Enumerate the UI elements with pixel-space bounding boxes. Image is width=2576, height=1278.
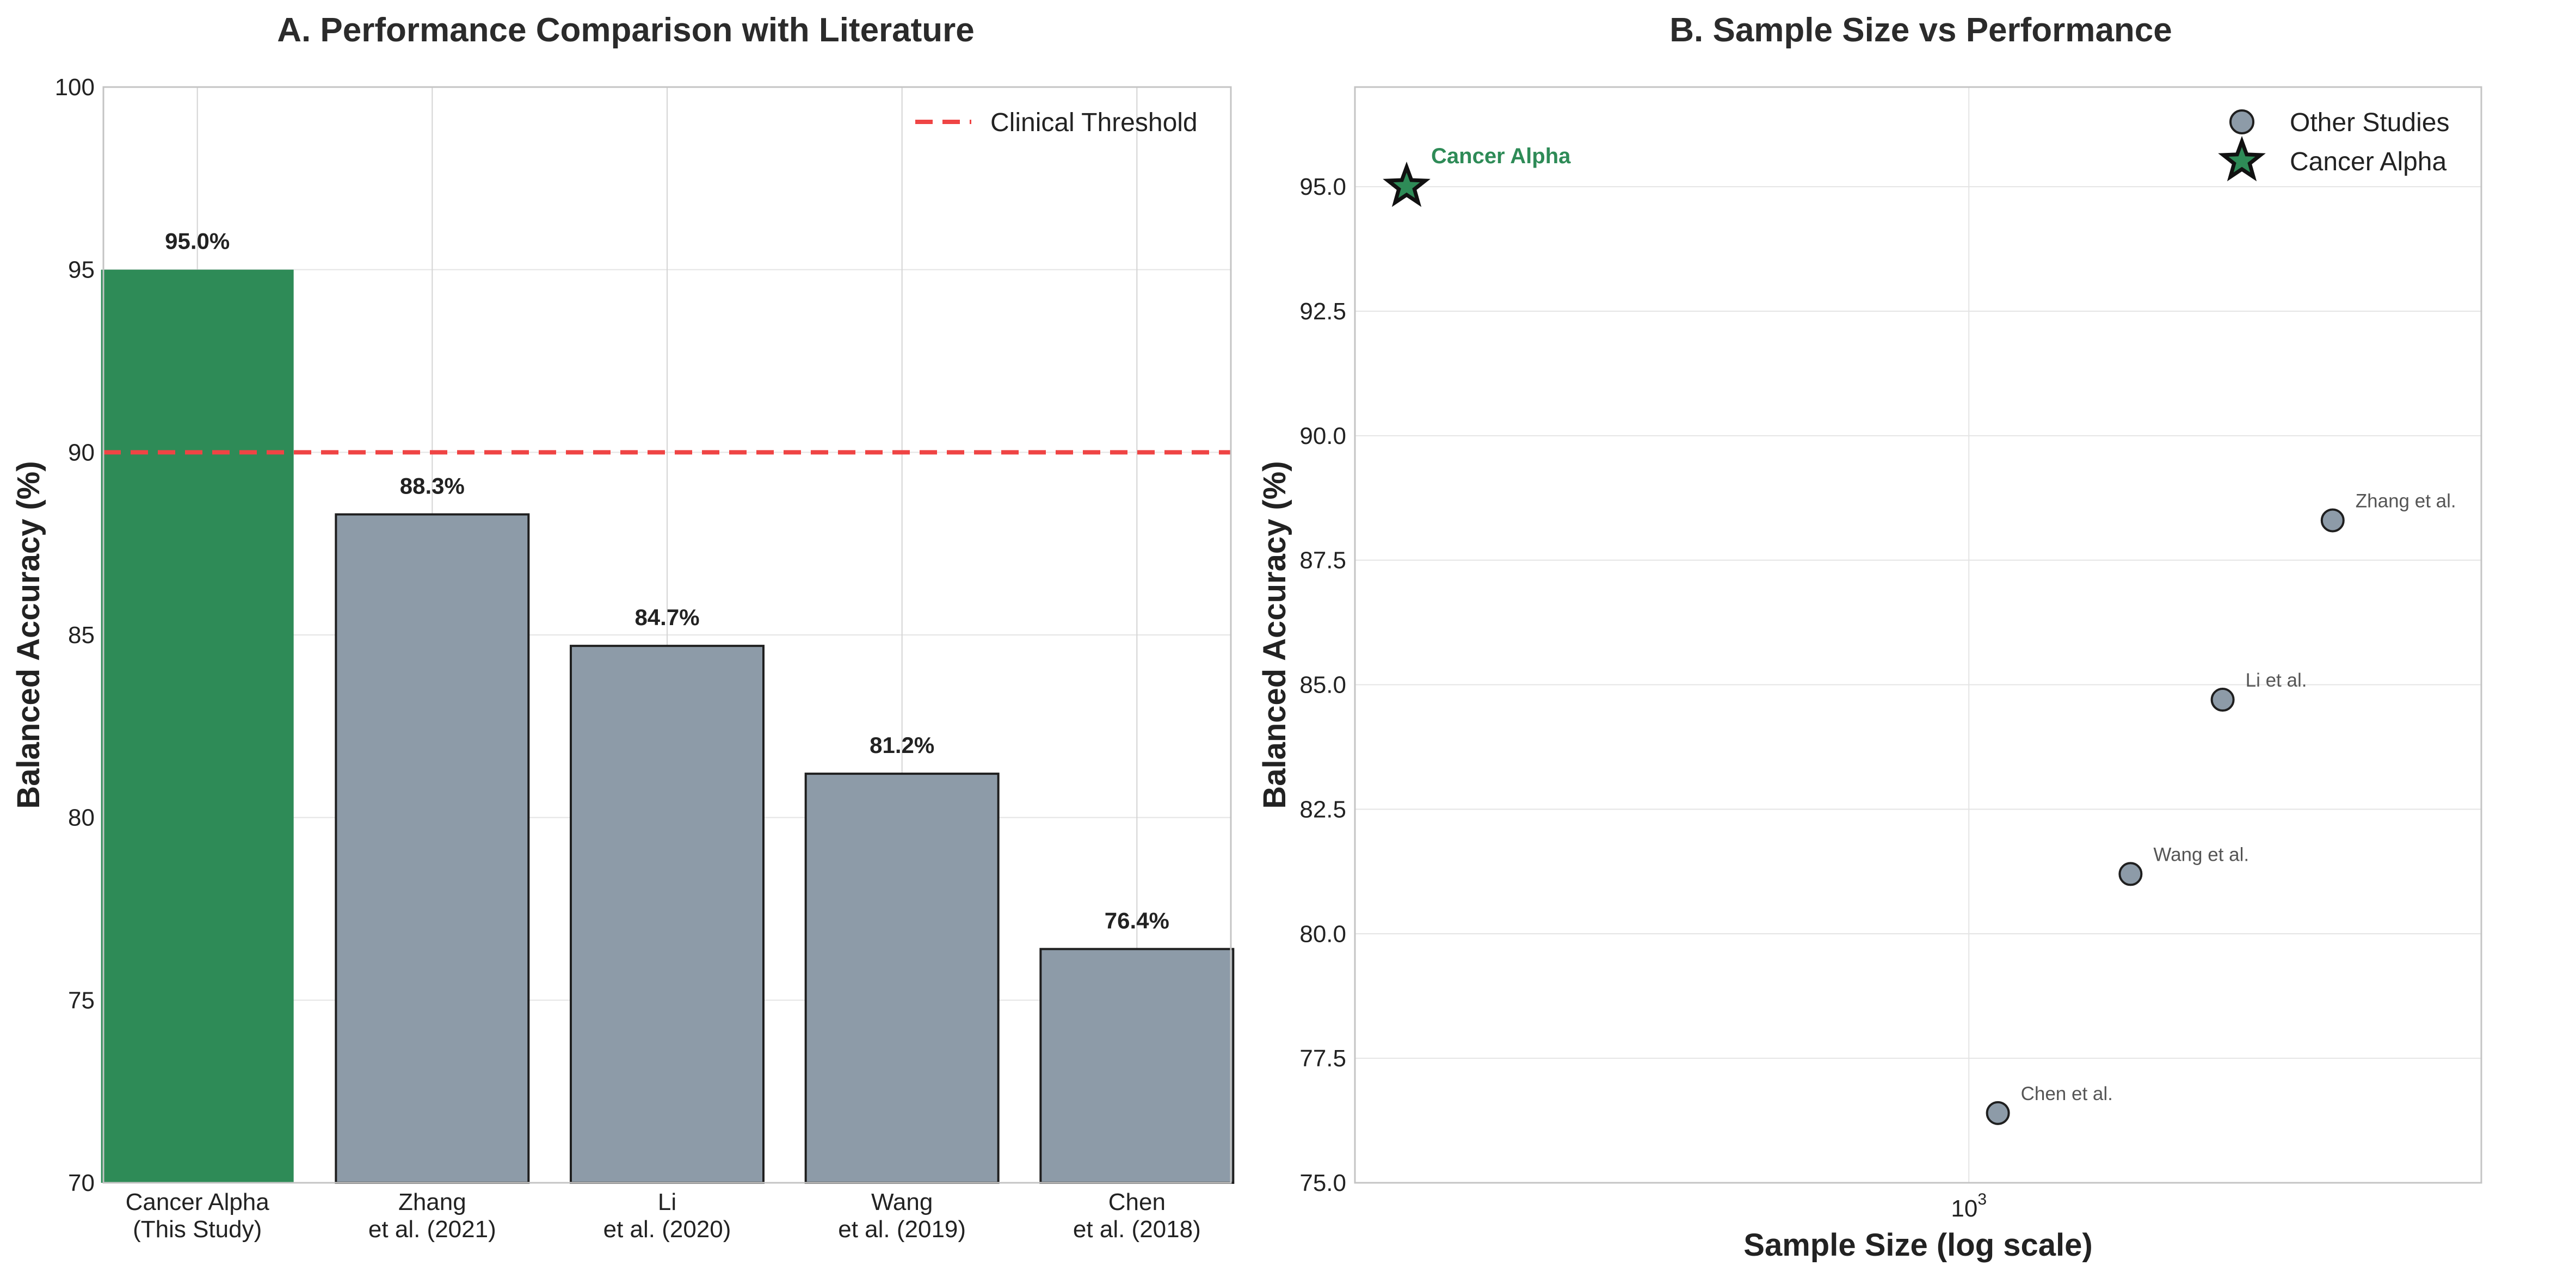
panel-a-value-labels: 95.0% 88.3% 84.7% 81.2% 76.4%	[165, 229, 1169, 934]
panel-a-bars	[101, 269, 1235, 1184]
panel-a-legend: Clinical Threshold	[915, 108, 1198, 137]
panel-b-y-tick: 95.0	[1299, 174, 1346, 200]
panel-a-bar-chart: A. Performance Comparison with Literatur…	[11, 11, 1235, 1243]
scatter-point-circle	[2210, 688, 2235, 712]
panel-b-scatter-chart: B. Sample Size vs Performance 75.0 77.5 80…	[1257, 11, 2482, 1263]
panel-b-frame	[1354, 86, 2482, 1184]
scatter-point-label: Chen et al.	[2021, 1083, 2113, 1104]
panel-a-x-tick: Chen et al. (2018)	[1073, 1189, 1201, 1243]
bar-4	[804, 773, 1000, 1184]
panel-b-y-tick: 77.5	[1299, 1045, 1346, 1072]
panel-a-y-tick: 95	[68, 257, 95, 283]
panel-b-legend: Other Studies Cancer Alpha	[2218, 108, 2449, 182]
panel-b-plot-area	[1355, 87, 2481, 1183]
panel-b-y-axis-label: Balanced Accuracy (%)	[1257, 461, 1292, 808]
legend-threshold-label: Clinical Threshold	[990, 108, 1198, 137]
panel-a-y-tick: 80	[68, 805, 95, 831]
panel-a-frame	[102, 86, 1232, 1184]
panel-a-y-tick: 70	[68, 1170, 95, 1196]
panel-a-y-tick: 100	[55, 74, 95, 101]
legend-star-swatch	[2218, 135, 2266, 182]
panel-b-x-axis-label: Sample Size (log scale)	[1743, 1227, 2092, 1263]
bar-value-label: 88.3%	[400, 473, 465, 498]
legend-series-label: Cancer Alpha	[2290, 147, 2446, 176]
scatter-point-star	[1383, 161, 1431, 207]
bar-2	[335, 513, 530, 1184]
panel-a-x-tick-labels: Cancer Alpha (This Study) Zhang et al. (202…	[126, 1189, 1201, 1243]
scatter-point-label: Cancer Alpha	[1431, 144, 1571, 168]
panel-a-x-tick: Cancer Alpha (This Study)	[126, 1189, 270, 1243]
scatter-point-circle	[1986, 1101, 2010, 1125]
panel-b-y-tick: 90.0	[1299, 423, 1346, 449]
panel-a-y-tick: 75	[68, 987, 95, 1014]
panel-b-y-tick: 80.0	[1299, 921, 1346, 947]
scatter-point-circle	[2118, 862, 2143, 886]
panel-a-y-tick: 90	[68, 439, 95, 466]
panel-a-x-tick: Wang et al. (2019)	[838, 1189, 966, 1243]
panel-b-y-tick-labels: 75.0 77.5 80.0 82.5 85.0 87.5 90.0 92.5 95.0	[1299, 174, 1346, 1196]
scatter-point-circle	[2320, 508, 2345, 533]
panel-b-y-tick: 82.5	[1299, 796, 1346, 823]
panel-b-points: Chen et al. Wang et al. Li et al. Zhang et …	[1383, 144, 2456, 1125]
bar-value-label: 81.2%	[870, 732, 934, 758]
scatter-point-label: Zhang et al.	[2356, 490, 2456, 511]
bar-3	[570, 645, 765, 1184]
panel-b-title: B. Sample Size vs Performance	[1669, 11, 2172, 49]
scatter-point-label: Li et al.	[2246, 670, 2307, 691]
panel-b-y-tick: 87.5	[1299, 547, 1346, 574]
panel-b-y-tick: 92.5	[1299, 298, 1346, 325]
panel-a-y-axis-label: Balanced Accuracy (%)	[11, 461, 46, 808]
bar-1	[101, 269, 294, 1183]
panel-a-x-tick: Zhang et al. (2021)	[368, 1189, 496, 1243]
panel-a-x-tick: Li et al. (2020)	[603, 1189, 731, 1243]
bar-value-label: 95.0%	[165, 229, 230, 254]
panel-a-y-tick: 85	[68, 622, 95, 649]
panel-a-title: A. Performance Comparison with Literatur…	[277, 11, 975, 49]
panel-b-y-tick: 85.0	[1299, 672, 1346, 699]
legend-series-label: Other Studies	[2290, 108, 2449, 137]
scatter-point-label: Wang et al.	[2153, 844, 2249, 865]
panel-b-x-tick-labels: 103	[1951, 1190, 1987, 1222]
bar-value-label: 76.4%	[1105, 907, 1169, 933]
bar-5	[1039, 948, 1235, 1184]
panel-b-y-tick: 75.0	[1299, 1170, 1346, 1196]
panel-a-y-tick-labels: 70 75 80 85 90 95 100	[55, 74, 95, 1196]
bar-value-label: 84.7%	[634, 604, 699, 630]
panel-b-x-tick: 103	[1951, 1190, 1987, 1222]
legend-circle-swatch	[2229, 109, 2254, 134]
